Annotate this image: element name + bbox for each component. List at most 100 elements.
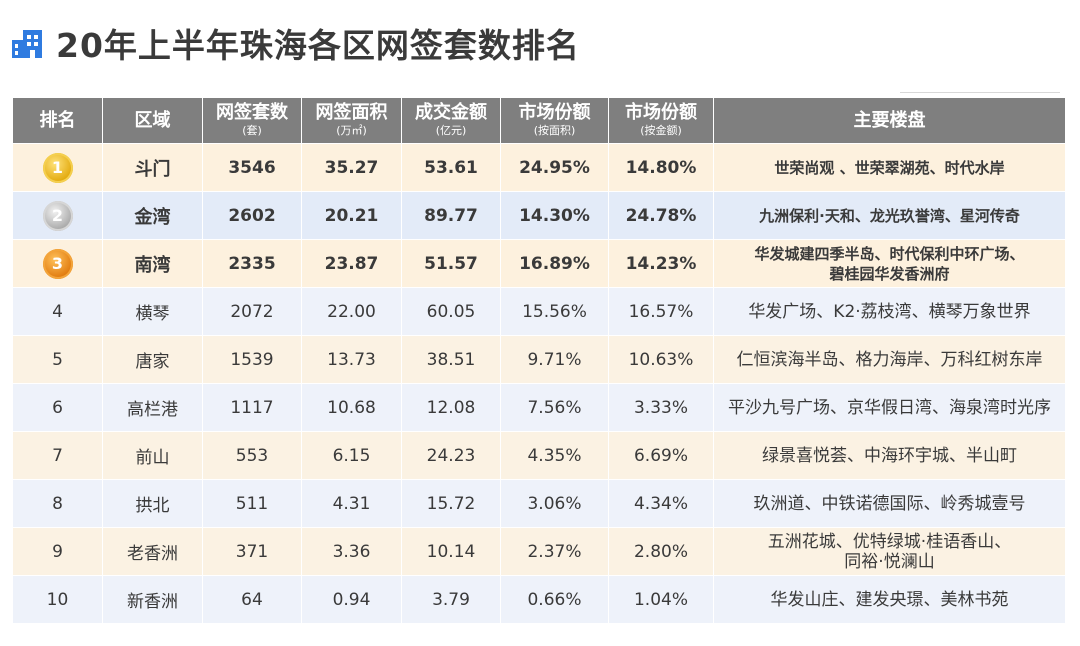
- rank-cell: 2: [12, 191, 103, 240]
- header-unit: (按面积): [533, 124, 576, 137]
- area-cell: 35.27: [301, 143, 402, 192]
- header-label: 主要楼盘: [853, 109, 926, 131]
- bronze-medal-icon: 3: [42, 248, 73, 279]
- table-header-row: 排名 区域 网签套数 (套) 网签面积 (万㎡) 成交金额 (亿元) 市场份额 (按面积) 市场份额…: [12, 97, 1066, 144]
- share-amount-cell: 16.57%: [608, 287, 714, 336]
- rank-number: 2: [51, 205, 64, 225]
- area-cell: 20.21: [301, 191, 402, 240]
- header-district: 区域: [102, 97, 203, 144]
- header-label: 区域: [134, 109, 171, 131]
- amount-cell: 51.57: [401, 239, 501, 288]
- rank-cell: 10: [12, 575, 103, 624]
- gold-medal-icon: 1: [42, 152, 73, 183]
- share-amount-cell: 2.80%: [608, 527, 714, 576]
- district-cell: 唐家: [102, 335, 203, 384]
- units-cell: 371: [202, 527, 302, 576]
- project-line: 五洲花城、优特绿城·桂语香山、: [767, 531, 1012, 552]
- silver-medal-icon: 2: [42, 200, 73, 231]
- district-cell: 高栏港: [102, 383, 203, 432]
- table-row: 9 老香洲 371 3.36 10.14 2.37% 2.80% 五洲花城、优特绿城·桂语香山…: [12, 527, 1066, 576]
- share-amount-cell: 10.63%: [608, 335, 714, 384]
- share-amount-cell: 24.78%: [608, 191, 714, 240]
- share-amount-cell: 3.33%: [608, 383, 714, 432]
- share-area-cell: 4.35%: [500, 431, 609, 480]
- building-icon: [10, 26, 44, 60]
- share-area-cell: 14.30%: [500, 191, 609, 240]
- share-area-cell: 16.89%: [500, 239, 609, 288]
- share-amount-cell: 6.69%: [608, 431, 714, 480]
- area-cell: 0.94: [301, 575, 402, 624]
- units-cell: 2602: [202, 191, 302, 240]
- header-rank: 排名: [12, 97, 103, 144]
- rank-cell: 1: [12, 143, 103, 192]
- header-units: 网签套数 (套): [202, 97, 302, 144]
- project-line: 九洲保利·天和、龙光玖誉湾、星河传奇: [759, 206, 1020, 225]
- project-line: 仁恒滨海半岛、格力海岸、万科红树东岸: [736, 349, 1043, 370]
- area-cell: 6.15: [301, 431, 402, 480]
- projects-cell: 华发山庄、建发央璟、美林书苑: [713, 575, 1066, 624]
- units-cell: 511: [202, 479, 302, 528]
- units-cell: 64: [202, 575, 302, 624]
- amount-cell: 89.77: [401, 191, 501, 240]
- district-cell: 横琴: [102, 287, 203, 336]
- project-line: 华发城建四季半岛、时代保利中环广场、: [754, 244, 1025, 263]
- district-cell: 金湾: [102, 191, 203, 240]
- district-cell: 前山: [102, 431, 203, 480]
- title-divider: [900, 92, 1060, 93]
- rank-cell: 9: [12, 527, 103, 576]
- header-unit: (套): [242, 124, 262, 137]
- projects-cell: 华发城建四季半岛、时代保利中环广场、 碧桂园华发香洲府: [713, 239, 1066, 288]
- area-cell: 10.68: [301, 383, 402, 432]
- table-body: 1 斗门 3546 35.27 53.61 24.95% 14.80% 世荣尚观 、世荣翠湖苑…: [12, 143, 1066, 624]
- rank-cell: 5: [12, 335, 103, 384]
- share-area-cell: 2.37%: [500, 527, 609, 576]
- rank-cell: 4: [12, 287, 103, 336]
- header-label: 市场份额: [518, 102, 591, 123]
- amount-cell: 38.51: [401, 335, 501, 384]
- units-cell: 2072: [202, 287, 302, 336]
- project-line: 世荣尚观 、世荣翠湖苑、时代水岸: [774, 158, 1005, 177]
- header-share-amount: 市场份额 (按金额): [608, 97, 714, 144]
- header-label: 网签面积: [315, 102, 388, 123]
- district-cell: 南湾: [102, 239, 203, 288]
- share-area-cell: 7.56%: [500, 383, 609, 432]
- share-area-cell: 0.66%: [500, 575, 609, 624]
- units-cell: 1117: [202, 383, 302, 432]
- projects-cell: 世荣尚观 、世荣翠湖苑、时代水岸: [713, 143, 1066, 192]
- header-unit: (亿元): [435, 124, 467, 137]
- project-line: 绿景喜悦荟、中海环宇城、半山町: [762, 445, 1017, 466]
- district-cell: 拱北: [102, 479, 203, 528]
- project-line: 同裕·悦澜山: [844, 551, 935, 572]
- rank-cell: 6: [12, 383, 103, 432]
- area-cell: 13.73: [301, 335, 402, 384]
- district-cell: 斗门: [102, 143, 203, 192]
- rank-cell: 3: [12, 239, 103, 288]
- amount-cell: 10.14: [401, 527, 501, 576]
- amount-cell: 60.05: [401, 287, 501, 336]
- projects-cell: 五洲花城、优特绿城·桂语香山、 同裕·悦澜山: [713, 527, 1066, 576]
- projects-cell: 仁恒滨海半岛、格力海岸、万科红树东岸: [713, 335, 1066, 384]
- projects-cell: 平沙九号广场、京华假日湾、海泉湾时光序: [713, 383, 1066, 432]
- projects-cell: 绿景喜悦荟、中海环宇城、半山町: [713, 431, 1066, 480]
- table-row: 2 金湾 2602 20.21 89.77 14.30% 24.78% 九洲保利·天和、龙光玖…: [12, 191, 1066, 240]
- project-line: 华发山庄、建发央璟、美林书苑: [770, 589, 1009, 610]
- projects-cell: 玖洲道、中铁诺德国际、岭秀城壹号: [713, 479, 1066, 528]
- area-cell: 23.87: [301, 239, 402, 288]
- ranking-table: 排名 区域 网签套数 (套) 网签面积 (万㎡) 成交金额 (亿元) 市场份额 (按面积) 市场份额…: [12, 97, 1066, 624]
- rank-cell: 8: [12, 479, 103, 528]
- project-line: 平沙九号广场、京华假日湾、海泉湾时光序: [728, 397, 1051, 418]
- project-line: 玖洲道、中铁诺德国际、岭秀城壹号: [753, 493, 1026, 514]
- projects-cell: 华发广场、K2·荔枝湾、横琴万象世界: [713, 287, 1066, 336]
- header-area: 网签面积 (万㎡): [301, 97, 402, 144]
- header-label: 市场份额: [625, 102, 697, 123]
- project-line: 碧桂园华发香洲府: [829, 264, 950, 283]
- rank-number: 1: [51, 157, 64, 177]
- header-projects: 主要楼盘: [713, 97, 1066, 144]
- share-area-cell: 3.06%: [500, 479, 609, 528]
- units-cell: 1539: [202, 335, 302, 384]
- rank-number: 3: [51, 253, 64, 273]
- share-area-cell: 9.71%: [500, 335, 609, 384]
- share-area-cell: 24.95%: [500, 143, 609, 192]
- units-cell: 2335: [202, 239, 302, 288]
- area-cell: 22.00: [301, 287, 402, 336]
